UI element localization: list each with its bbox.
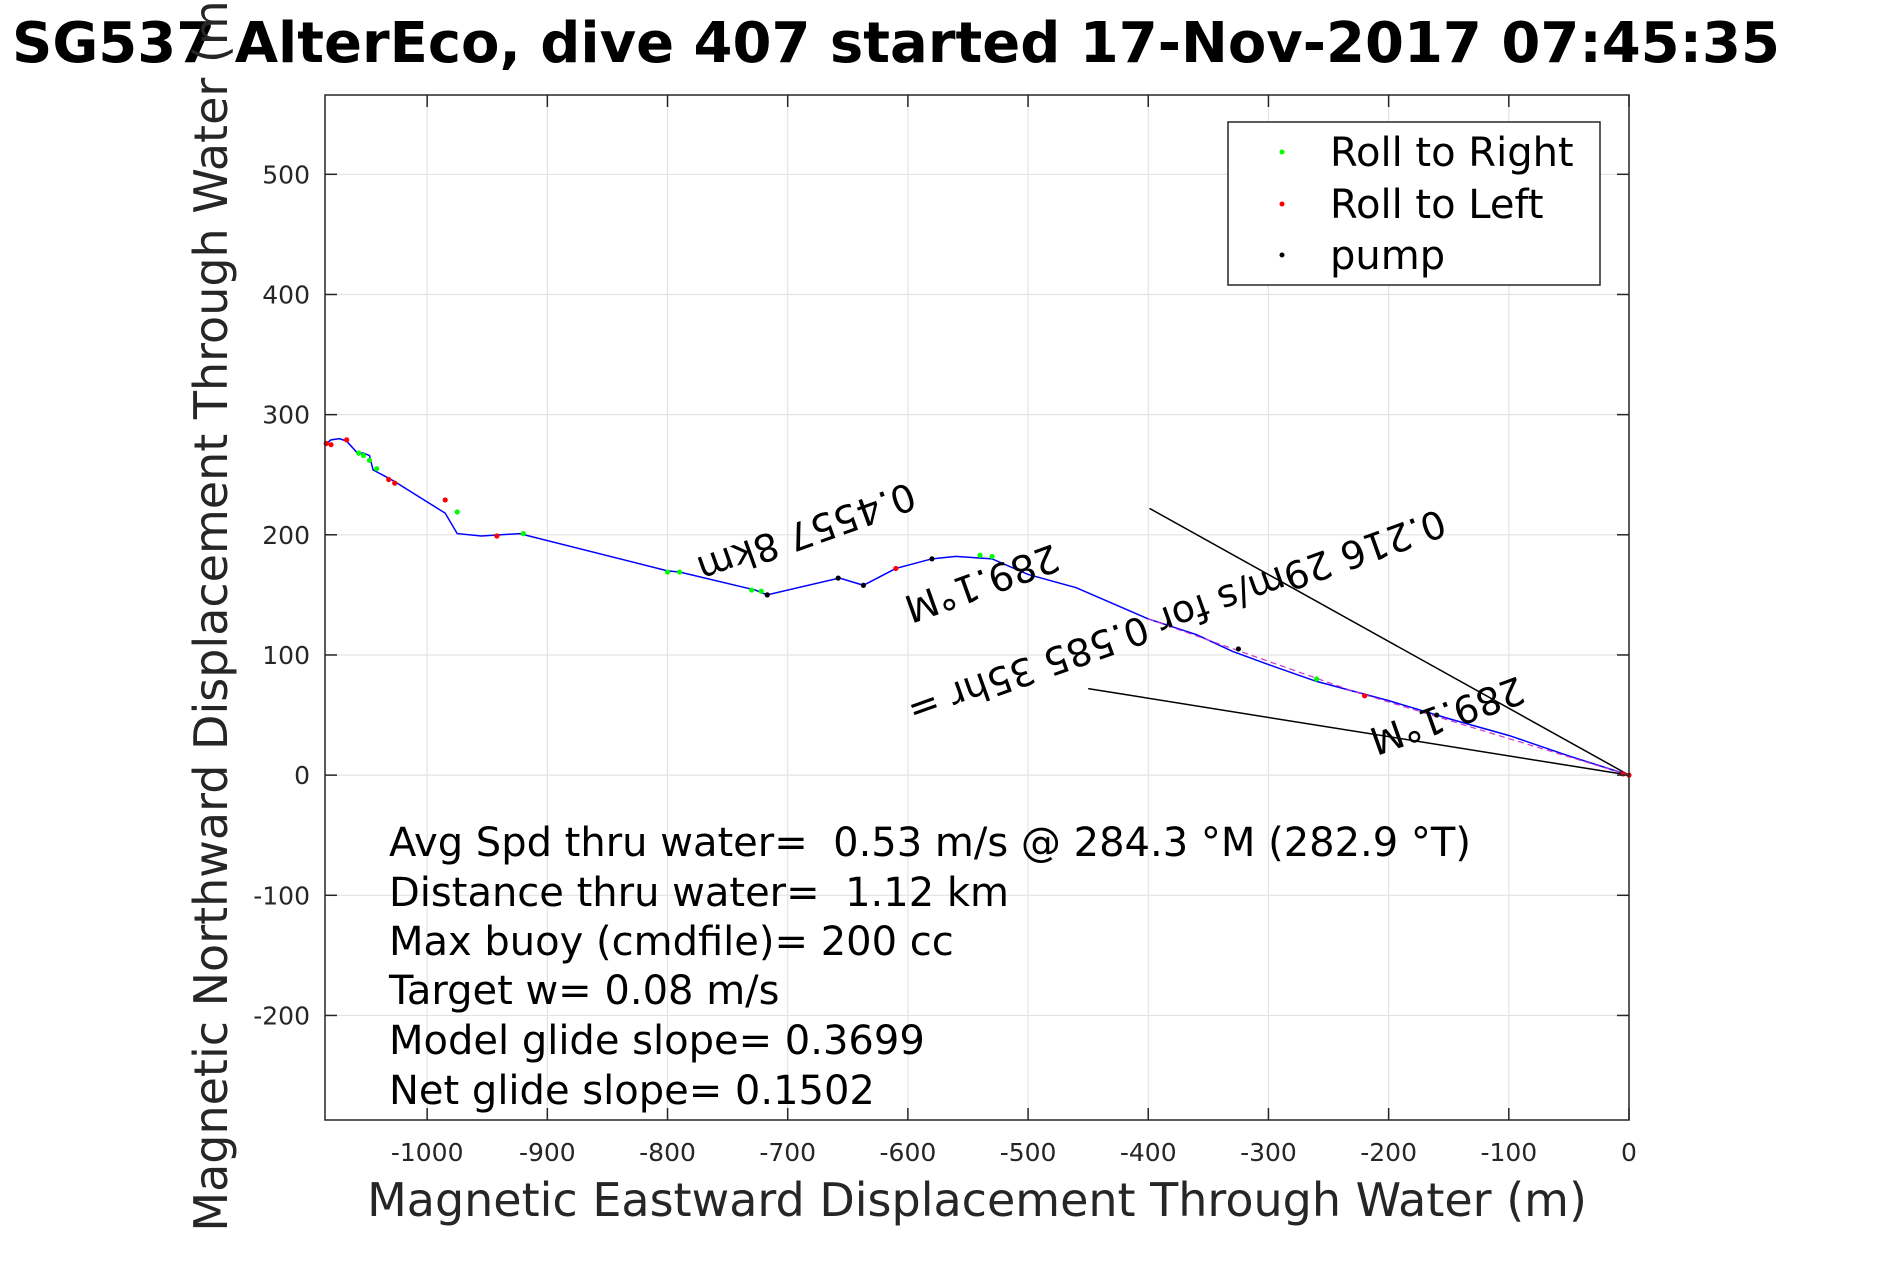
- point-roll-to-right: [520, 530, 526, 537]
- point-pump: [860, 582, 867, 588]
- point-roll-to-right: [356, 450, 362, 456]
- point-roll-to-right: [366, 457, 373, 463]
- annotation-lines: [1088, 507, 1630, 776]
- x-tick-label: -900: [519, 1138, 576, 1167]
- legend-marker-roll-left: [1279, 201, 1285, 207]
- point-roll-to-left: [1361, 693, 1368, 699]
- point-roll-to-right: [676, 569, 683, 575]
- point-roll-to-right: [360, 452, 367, 459]
- point-roll-to-left: [893, 565, 899, 572]
- stats-block: Avg Spd thru water= 0.53 m/s @ 284.3 °M …: [388, 820, 1471, 1114]
- point-roll-to-right: [989, 553, 995, 560]
- stat-avg-speed: Avg Spd thru water= 0.53 m/s @ 284.3 °M …: [389, 820, 1471, 866]
- x-tick-label: -600: [880, 1138, 937, 1167]
- y-tick-label: 400: [262, 280, 310, 309]
- stat-target-w: Target w= 0.08 m/s: [388, 968, 779, 1014]
- grid: [325, 95, 1630, 1120]
- point-roll-to-right: [664, 569, 671, 575]
- point-pump: [929, 556, 935, 562]
- y-axis-label: Magnetic Northward Displacement Through …: [184, 0, 238, 1232]
- stat-model-glide: Model glide slope= 0.3699: [389, 1018, 925, 1064]
- x-tick-label: -100: [1480, 1138, 1537, 1167]
- legend-label-roll-left: Roll to Left: [1330, 182, 1544, 228]
- point-roll-to-left: [344, 437, 350, 443]
- point-pump: [1235, 646, 1242, 652]
- x-tick-label: -700: [759, 1138, 816, 1167]
- legend-label-roll-right: Roll to Right: [1330, 130, 1574, 176]
- legend-label-pump: pump: [1330, 233, 1445, 279]
- x-tick-label: 0: [1621, 1138, 1637, 1167]
- x-tick-label: -800: [639, 1138, 696, 1167]
- series-layer: [323, 437, 1632, 778]
- point-roll-to-left: [392, 480, 398, 486]
- y-tick-label: 300: [262, 401, 310, 430]
- legend: Roll to Right Roll to Left pump: [1227, 121, 1601, 286]
- point-roll-to-right: [1313, 676, 1320, 682]
- track-overlay: [1148, 618, 1630, 776]
- legend-box: [1227, 121, 1601, 286]
- point-roll-to-right: [374, 466, 380, 472]
- y-tick-label: 100: [262, 641, 310, 670]
- y-tick-label: 200: [262, 521, 310, 550]
- point-roll-to-left: [442, 497, 448, 503]
- point-pump: [764, 592, 770, 598]
- point-roll-to-left: [494, 533, 500, 539]
- point-roll-to-right: [977, 552, 983, 558]
- point-pump: [835, 575, 841, 581]
- legend-marker-pump: [1279, 252, 1285, 258]
- point-pump: [1434, 712, 1440, 718]
- point-roll-to-right: [454, 509, 460, 515]
- point-roll-to-left: [386, 476, 392, 483]
- y-tick-label: 500: [262, 160, 310, 189]
- x-tick-label: -300: [1240, 1138, 1297, 1167]
- x-tick-label: -500: [1000, 1138, 1057, 1167]
- ticks: -1000 -900 -800 -700 -600 -500 -400 -300 -200 -10…: [253, 95, 1637, 1167]
- chart-title: SG537 AlterEco, dive 407 started 17-Nov-…: [12, 11, 1780, 76]
- point-roll-to-right: [749, 587, 755, 593]
- x-tick-label: -1000: [391, 1138, 464, 1167]
- stat-max-buoy: Max buoy (cmdfile)= 200 cc: [389, 919, 954, 965]
- y-tick-label: -200: [253, 1001, 310, 1030]
- x-tick-label: -200: [1360, 1138, 1417, 1167]
- point-roll-to-left: [328, 442, 334, 448]
- legend-marker-roll-right: [1279, 149, 1285, 155]
- x-tick-label: -400: [1120, 1138, 1177, 1167]
- heading-line: [1149, 507, 1630, 776]
- heading-line: [1088, 687, 1630, 776]
- stat-net-glide: Net glide slope= 0.1502: [389, 1068, 875, 1114]
- y-tick-label: -100: [253, 881, 310, 910]
- point-roll-to-right: [758, 588, 764, 594]
- y-tick-label: 0: [294, 761, 310, 790]
- axes-box: [324, 94, 1630, 1121]
- x-axis-label: Magnetic Eastward Displacement Through W…: [367, 1173, 1587, 1227]
- stat-distance: Distance thru water= 1.12 km: [389, 870, 1009, 916]
